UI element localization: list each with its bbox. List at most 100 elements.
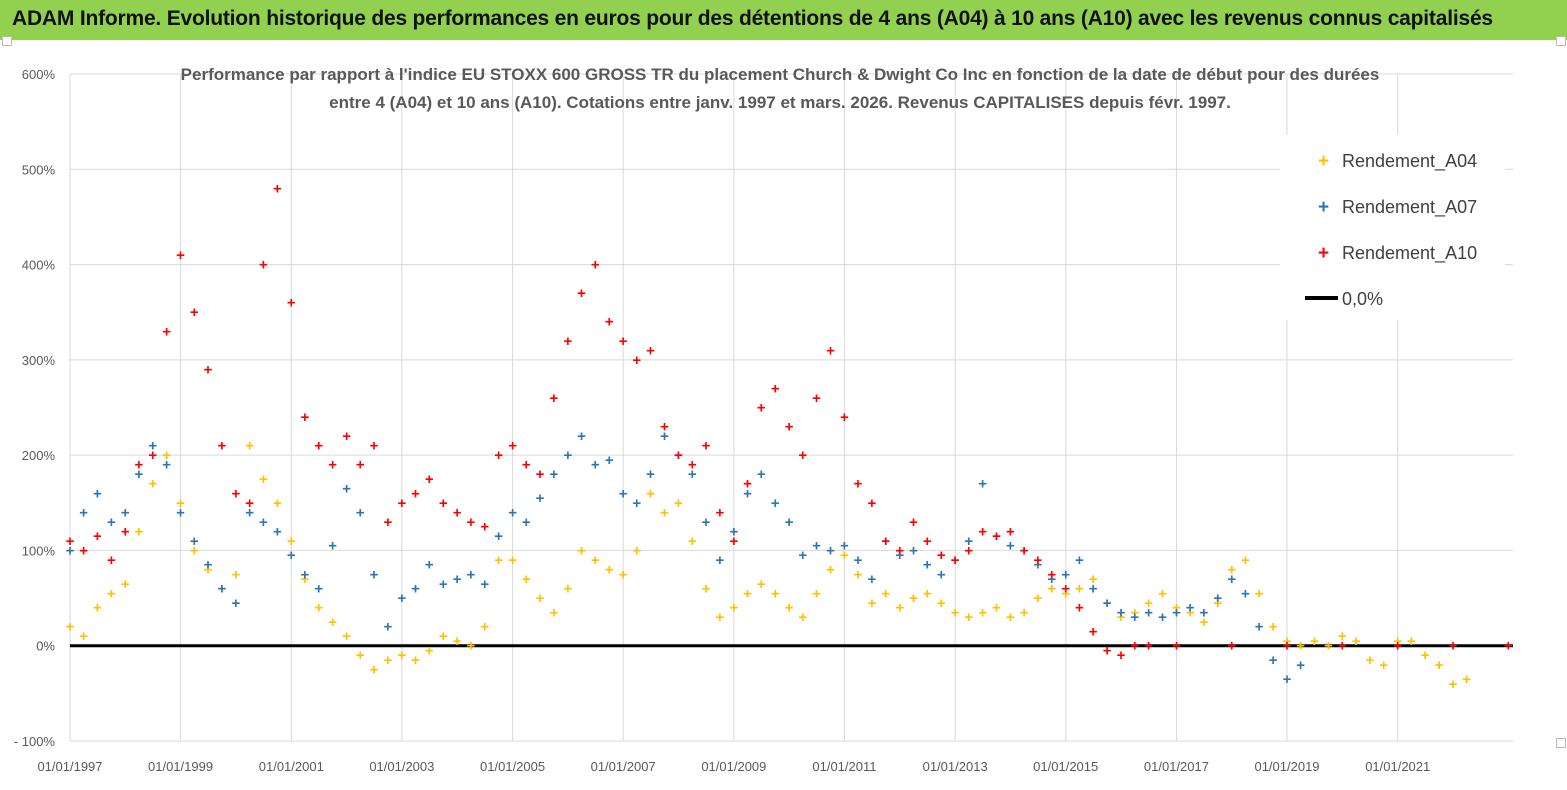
legend-label-a07: Rendement_A07 xyxy=(1342,197,1477,218)
data-point-rendement_a10: + xyxy=(577,285,586,302)
data-point-rendement_a04: + xyxy=(190,542,199,559)
data-point-rendement_a07: + xyxy=(688,466,697,483)
data-point-rendement_a04: + xyxy=(411,652,420,669)
data-point-rendement_a10: + xyxy=(480,519,489,536)
data-point-rendement_a10: + xyxy=(148,447,157,464)
data-point-rendement_a10: + xyxy=(1130,638,1139,655)
data-point-rendement_a07: + xyxy=(1117,604,1126,621)
data-point-rendement_a10: + xyxy=(1449,638,1458,655)
data-point-rendement_a10: + xyxy=(854,476,863,493)
data-point-rendement_a04: + xyxy=(287,533,296,550)
data-point-rendement_a07: + xyxy=(771,495,780,512)
y-tick-label: 0% xyxy=(36,639,55,654)
data-point-rendement_a04: + xyxy=(1158,585,1167,602)
report-title: ADAM Informe. Evolution historique des p… xyxy=(12,7,1493,30)
y-axis-tick-labels: - 100% 0% 100% 200% 300% 400% 500% 600% xyxy=(14,67,56,749)
x-tick-label: 01/01/2015 xyxy=(1033,759,1098,774)
data-point-rendement_a10: + xyxy=(314,438,323,455)
data-point-rendement_a07: + xyxy=(702,514,711,531)
data-point-rendement_a07: + xyxy=(148,438,157,455)
performance-chart: - 100% 0% 100% 200% 300% 400% 500% 600% 01/01/1… xyxy=(14,65,1513,774)
data-point-rendement_a10: + xyxy=(1393,638,1402,655)
data-point-rendement_a07: + xyxy=(577,428,586,445)
data-point-rendement_a10: + xyxy=(909,514,918,531)
data-point-rendement_a07: + xyxy=(978,476,987,493)
data-point-rendement_a04: + xyxy=(1033,590,1042,607)
data-point-rendement_a07: + xyxy=(1172,604,1181,621)
data-point-rendement_a04: + xyxy=(231,566,240,583)
data-point-rendement_a04: + xyxy=(453,633,462,650)
data-point-rendement_a04: + xyxy=(1421,647,1430,664)
data-point-rendement_a04: + xyxy=(1324,638,1333,655)
data-point-rendement_a04: + xyxy=(494,552,503,569)
data-point-rendement_a07: + xyxy=(1075,552,1084,569)
data-point-rendement_a04: + xyxy=(1379,657,1388,674)
data-point-rendement_a07: + xyxy=(218,581,227,598)
data-point-rendement_a04: + xyxy=(702,581,711,598)
data-point-rendement_a10: + xyxy=(190,304,199,321)
data-point-rendement_a04: + xyxy=(79,628,88,645)
data-point-rendement_a04: + xyxy=(867,595,876,612)
data-point-rendement_a10: + xyxy=(867,495,876,512)
data-point-rendement_a04: + xyxy=(688,533,697,550)
data-point-rendement_a07: + xyxy=(1241,585,1250,602)
data-point-rendement_a07: + xyxy=(245,504,254,521)
data-point-rendement_a10: + xyxy=(798,447,807,464)
data-point-rendement_a07: + xyxy=(867,571,876,588)
y-tick-label: 300% xyxy=(22,353,56,368)
data-point-rendement_a04: + xyxy=(1435,657,1444,674)
data-point-rendement_a07: + xyxy=(273,523,282,540)
data-point-rendement_a04: + xyxy=(923,585,932,602)
data-point-rendement_a04: + xyxy=(632,542,641,559)
data-point-rendement_a04: + xyxy=(1338,628,1347,645)
resize-handle-top-left[interactable] xyxy=(2,36,12,46)
resize-handle-top-right[interactable] xyxy=(1556,36,1566,46)
data-point-rendement_a10: + xyxy=(550,390,559,407)
data-point-rendement_a10: + xyxy=(771,380,780,397)
data-point-rendement_a10: + xyxy=(356,457,365,474)
data-point-rendement_a04: + xyxy=(978,604,987,621)
data-point-rendement_a10: + xyxy=(231,485,240,502)
data-point-rendement_a07: + xyxy=(1213,590,1222,607)
data-point-rendement_a04: + xyxy=(619,566,628,583)
data-point-rendement_a07: + xyxy=(190,533,199,550)
data-point-rendement_a04: + xyxy=(591,552,600,569)
legend-label-a04: Rendement_A04 xyxy=(1342,151,1477,172)
data-point-rendement_a04: + xyxy=(273,495,282,512)
data-point-rendement_a04: + xyxy=(743,585,752,602)
data-point-rendement_a07: + xyxy=(1020,542,1029,559)
data-point-rendement_a04: + xyxy=(328,614,337,631)
data-point-rendement_a04: + xyxy=(1296,638,1305,655)
y-tick-label: 400% xyxy=(22,258,56,273)
data-point-rendement_a10: + xyxy=(729,533,738,550)
data-point-rendement_a10: + xyxy=(218,438,227,455)
data-point-rendement_a04: + xyxy=(314,600,323,617)
x-tick-label: 01/01/2017 xyxy=(1144,759,1209,774)
series-rendement_a04: + + + + + + + + + + + + + + + + + + + + + + + + + + + + + + + + + + + + + + + +… xyxy=(66,438,1472,693)
data-point-rendement_a07: + xyxy=(563,447,572,464)
legend-label-zero: 0,0% xyxy=(1342,289,1383,309)
data-point-rendement_a04: + xyxy=(121,576,130,593)
data-point-rendement_a07: + xyxy=(646,466,655,483)
data-point-rendement_a10: + xyxy=(397,495,406,512)
resize-handle-right[interactable] xyxy=(1556,738,1566,748)
data-point-rendement_a10: + xyxy=(1075,600,1084,617)
data-point-rendement_a04: + xyxy=(356,647,365,664)
data-point-rendement_a07: + xyxy=(716,552,725,569)
data-point-rendement_a10: + xyxy=(937,547,946,564)
data-point-rendement_a10: + xyxy=(757,400,766,417)
data-point-rendement_a07: + xyxy=(964,533,973,550)
y-tick-label: 500% xyxy=(22,162,56,177)
data-point-rendement_a04: + xyxy=(1144,595,1153,612)
data-point-rendement_a04: + xyxy=(259,471,268,488)
data-point-rendement_a10: + xyxy=(964,542,973,559)
data-point-rendement_a10: + xyxy=(121,523,130,540)
data-point-rendement_a10: + xyxy=(826,342,835,359)
data-point-rendement_a04: + xyxy=(937,595,946,612)
data-point-rendement_a04: + xyxy=(245,438,254,455)
data-point-rendement_a04: + xyxy=(480,619,489,636)
data-point-rendement_a04: + xyxy=(1130,604,1139,621)
data-point-rendement_a04: + xyxy=(1172,600,1181,617)
data-point-rendement_a04: + xyxy=(660,504,669,521)
data-point-rendement_a07: + xyxy=(135,466,144,483)
